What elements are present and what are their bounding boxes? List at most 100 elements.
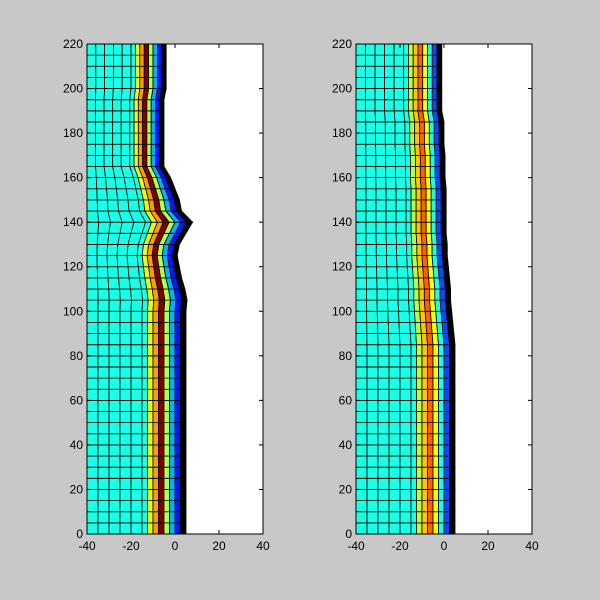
mesh-cell <box>422 54 428 67</box>
mesh-cell <box>427 355 434 368</box>
mesh-cell <box>355 489 368 501</box>
mesh-cell <box>147 333 154 346</box>
mesh-cell <box>449 422 456 435</box>
mesh-cell <box>130 43 136 56</box>
mesh-cell <box>355 154 367 167</box>
mesh-cell <box>96 188 108 201</box>
mesh-cell <box>365 177 377 190</box>
mesh-cell <box>108 455 121 468</box>
mesh-cell <box>158 477 165 490</box>
mesh-cell <box>152 511 159 524</box>
mesh-cell <box>119 477 132 490</box>
mesh-cell <box>117 266 130 279</box>
mesh-cell <box>388 422 401 435</box>
mesh-cell <box>376 288 388 301</box>
mesh-cell <box>438 500 445 513</box>
mesh-cell <box>133 110 139 123</box>
mesh-cell <box>146 121 152 134</box>
mesh-cell <box>355 54 366 67</box>
mesh-cell <box>365 221 377 234</box>
mesh-cell <box>384 54 395 67</box>
mesh-cell <box>415 221 422 234</box>
mesh-cell <box>163 511 170 524</box>
mesh-cell <box>174 500 181 513</box>
mesh-cell <box>86 277 99 290</box>
x-tick-label: -40 <box>78 539 96 553</box>
x-tick-label: -20 <box>391 539 409 553</box>
mesh-cell <box>180 411 187 424</box>
y-tick-label: 220 <box>332 37 352 51</box>
mesh-cell <box>449 399 456 412</box>
mesh-cell <box>399 344 412 357</box>
mesh-cell <box>412 54 419 67</box>
mesh-cell <box>439 154 446 167</box>
mesh-cell <box>374 110 386 123</box>
mesh-cell <box>393 54 405 67</box>
mesh-cell <box>449 511 456 524</box>
mesh-cell <box>104 43 114 56</box>
mesh-cell <box>410 221 417 234</box>
mesh-cell <box>159 110 165 123</box>
mesh-cell <box>152 466 159 479</box>
mesh-cell <box>435 210 442 223</box>
mesh-cell <box>141 322 148 334</box>
mesh-cell <box>129 121 135 134</box>
mesh-cell <box>432 399 439 412</box>
mesh-cell <box>137 99 144 112</box>
mesh-cell <box>365 43 376 56</box>
mesh-cell <box>377 466 390 479</box>
mesh-cell <box>404 121 411 134</box>
mesh-cell <box>410 455 417 468</box>
mesh-cell <box>395 188 407 201</box>
mesh-cell <box>96 244 108 256</box>
mesh-cell <box>130 399 143 412</box>
mesh-cell <box>366 299 378 312</box>
mesh-cell <box>86 244 98 256</box>
mesh-cell <box>416 500 423 513</box>
mesh-cell <box>180 355 187 368</box>
mesh-cell <box>365 132 376 145</box>
mesh-cell <box>117 199 130 212</box>
mesh-cell <box>399 444 412 457</box>
mesh-cell <box>393 43 405 56</box>
mesh-cell <box>410 411 417 424</box>
mesh-cell <box>97 477 110 490</box>
mesh-cell <box>86 221 100 234</box>
mesh-cell <box>146 143 152 156</box>
mesh-cell <box>422 88 428 101</box>
x-tick-label: 40 <box>525 539 539 553</box>
mesh-cell <box>146 132 152 145</box>
mesh-cell <box>86 466 99 479</box>
mesh-cell <box>130 65 136 78</box>
mesh-cell <box>393 65 405 78</box>
mesh-cell <box>420 199 427 212</box>
mesh-cell <box>377 455 390 468</box>
mesh-cell <box>416 355 423 368</box>
mesh-cell <box>421 355 428 368</box>
mesh-cell <box>119 511 132 524</box>
mesh-cell <box>396 266 409 279</box>
mesh-cell <box>158 344 165 357</box>
mesh-cell <box>366 388 379 401</box>
mesh-cell <box>108 333 121 346</box>
mesh-cell <box>86 377 99 390</box>
mesh-cell <box>143 77 150 89</box>
mesh-cell <box>106 188 119 201</box>
mesh-cell <box>377 500 390 513</box>
mesh <box>86 43 194 535</box>
mesh-cell <box>174 522 181 535</box>
y-tick-label: 60 <box>70 393 84 407</box>
mesh-cell <box>410 466 417 479</box>
mesh-cell <box>163 522 170 535</box>
y-tick-label: 200 <box>332 82 352 96</box>
mesh-cell <box>427 344 434 357</box>
mesh-cell <box>120 121 131 134</box>
mesh-cell <box>386 277 399 290</box>
mesh-cell <box>365 210 377 223</box>
mesh-cell <box>180 377 187 390</box>
mesh-cell <box>384 132 396 145</box>
mesh-cell <box>119 322 132 334</box>
mesh-cell <box>388 489 401 501</box>
mesh-cell <box>377 377 390 390</box>
mesh-cell <box>384 65 395 78</box>
